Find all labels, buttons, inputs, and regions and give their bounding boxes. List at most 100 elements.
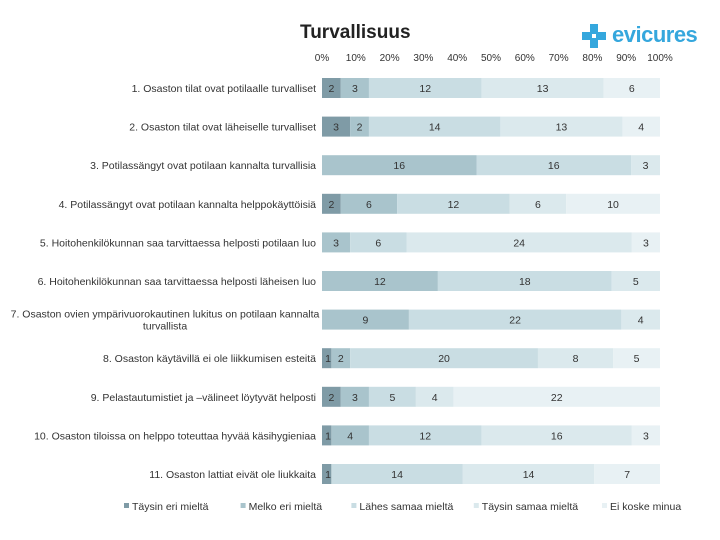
medical-cross-icon bbox=[582, 24, 606, 48]
bar-value-label: 5 bbox=[389, 392, 395, 404]
legend-label: Täysin eri mieltä bbox=[132, 501, 209, 513]
logo-text: evicures bbox=[612, 22, 698, 47]
chart-title: Turvallisuus bbox=[300, 22, 411, 43]
bar-segment bbox=[322, 425, 332, 446]
bar-segment bbox=[397, 193, 510, 214]
bar-value-label: 13 bbox=[556, 122, 568, 134]
bar-segment bbox=[406, 232, 632, 253]
bar-value-label: 3 bbox=[352, 392, 358, 404]
x-tick-label: 70% bbox=[549, 53, 569, 64]
bar-value-label: 6 bbox=[375, 237, 381, 249]
bar-segment bbox=[340, 193, 398, 214]
bar-segment bbox=[462, 464, 595, 484]
bar-segment bbox=[331, 348, 351, 369]
bar-value-label: 3 bbox=[643, 160, 649, 172]
x-axis-ticks: 0% 10% 20% 30% 40% 50% 60% 70% 80% 90% 100% bbox=[315, 53, 673, 64]
x-tick-label: 90% bbox=[616, 53, 636, 64]
bar-value-label: 16 bbox=[548, 160, 560, 172]
x-tick-label: 10% bbox=[346, 53, 366, 64]
bar-value-label: 12 bbox=[419, 83, 431, 95]
legend-swatch bbox=[240, 503, 246, 508]
bar-segment bbox=[437, 271, 612, 291]
category-label: 8. Osaston käytävillä ei ole liikkumisen… bbox=[103, 353, 316, 365]
bar-value-label: 20 bbox=[438, 353, 450, 365]
bar-value-label: 4 bbox=[638, 122, 644, 134]
bar-segment bbox=[350, 232, 407, 253]
bar-value-label: 22 bbox=[551, 392, 563, 404]
legend-label: Täysin samaa mieltä bbox=[482, 501, 578, 513]
bar-segment bbox=[368, 425, 482, 446]
bar-segment bbox=[631, 232, 660, 253]
bar-segment bbox=[322, 309, 409, 330]
bar-segment bbox=[322, 193, 341, 214]
bar-segment bbox=[368, 116, 501, 137]
bar-segment bbox=[621, 309, 660, 330]
bar-value-label: 14 bbox=[523, 469, 535, 481]
bar-value-label: 24 bbox=[513, 237, 525, 249]
bar-segment bbox=[408, 309, 622, 330]
x-tick-label: 30% bbox=[413, 53, 433, 64]
bar-value-label: 6 bbox=[366, 199, 372, 211]
bar-value-label: 12 bbox=[419, 430, 431, 442]
bar-segment bbox=[322, 78, 341, 98]
bar-value-label: 22 bbox=[509, 315, 521, 327]
legend-swatch bbox=[351, 503, 357, 508]
bar-segment bbox=[350, 116, 369, 137]
category-label: 2. Osaston tilat ovat läheiselle turvall… bbox=[129, 122, 316, 134]
bar-value-label: 2 bbox=[328, 83, 334, 95]
category-label: 5. Hoitohenkilökunnan saa tarvittaessa h… bbox=[40, 237, 316, 249]
bar-value-label: 4 bbox=[638, 315, 644, 327]
bar-value-label: 18 bbox=[519, 276, 531, 288]
legend-label: Melko eri mieltä bbox=[249, 501, 323, 513]
category-label: 11. Osaston lattiat eivät ole liukkaita bbox=[149, 469, 316, 481]
bar-value-label: 13 bbox=[537, 83, 549, 95]
bar-segment bbox=[631, 425, 660, 446]
bar-value-label: 14 bbox=[391, 469, 403, 481]
x-tick-label: 50% bbox=[481, 53, 501, 64]
bar-value-label: 2 bbox=[338, 353, 344, 365]
category-label: 9. Pelastautumistiet ja –välineet löytyv… bbox=[91, 392, 316, 404]
bar-value-label: 7 bbox=[624, 469, 630, 481]
category-label: 3. Potilassängyt ovat potilaan kannalta … bbox=[90, 160, 316, 172]
bar-segment bbox=[368, 386, 416, 407]
bar-value-label: 2 bbox=[328, 199, 334, 211]
bar-value-label: 6 bbox=[535, 199, 541, 211]
category-label: 6. Hoitohenkilökunnan saa tarvittaessa h… bbox=[38, 276, 317, 288]
x-tick-label: 60% bbox=[515, 53, 535, 64]
bar-segment bbox=[481, 78, 604, 98]
bar-value-label: 1 bbox=[325, 469, 331, 481]
bar-segment bbox=[340, 386, 369, 407]
bar-segment bbox=[322, 116, 351, 137]
bar-segment bbox=[322, 271, 438, 291]
bar-segment bbox=[322, 155, 477, 176]
bar-value-label: 5 bbox=[633, 276, 639, 288]
bar-segment bbox=[594, 464, 660, 484]
x-tick-label: 100% bbox=[647, 53, 673, 64]
chart-legend: Täysin eri mieltä Melko eri mieltä Lähes s… bbox=[124, 501, 681, 513]
bar-value-label: 1 bbox=[325, 430, 331, 442]
bar-value-label: 2 bbox=[328, 392, 334, 404]
bar-segment bbox=[415, 386, 454, 407]
x-tick-label: 40% bbox=[447, 53, 467, 64]
chart-rows: 1. Osaston tilat ovat potilaalle turvall… bbox=[11, 78, 660, 484]
bar-segment bbox=[453, 386, 660, 407]
bar-segment bbox=[322, 464, 332, 484]
bar-value-label: 9 bbox=[363, 315, 369, 327]
bar-segment bbox=[537, 348, 614, 369]
bar-value-label: 2 bbox=[357, 122, 363, 134]
bar-segment bbox=[509, 193, 567, 214]
legend-swatch bbox=[124, 503, 129, 508]
bar-segment bbox=[350, 348, 538, 369]
bar-value-label: 3 bbox=[352, 83, 358, 95]
bar-segment bbox=[331, 425, 369, 446]
category-label: 7. Osaston ovien ympärivuorokautinen luk… bbox=[11, 309, 320, 321]
bar-segment bbox=[603, 78, 660, 98]
category-label: 1. Osaston tilat ovat potilaalle turvall… bbox=[132, 83, 317, 95]
bar-value-label: 3 bbox=[643, 237, 649, 249]
bar-segment bbox=[331, 464, 463, 484]
bar-value-label: 8 bbox=[573, 353, 579, 365]
bar-segment bbox=[368, 78, 482, 98]
bar-segment bbox=[631, 155, 660, 176]
bar-segment bbox=[500, 116, 623, 137]
bar-segment bbox=[613, 348, 660, 369]
